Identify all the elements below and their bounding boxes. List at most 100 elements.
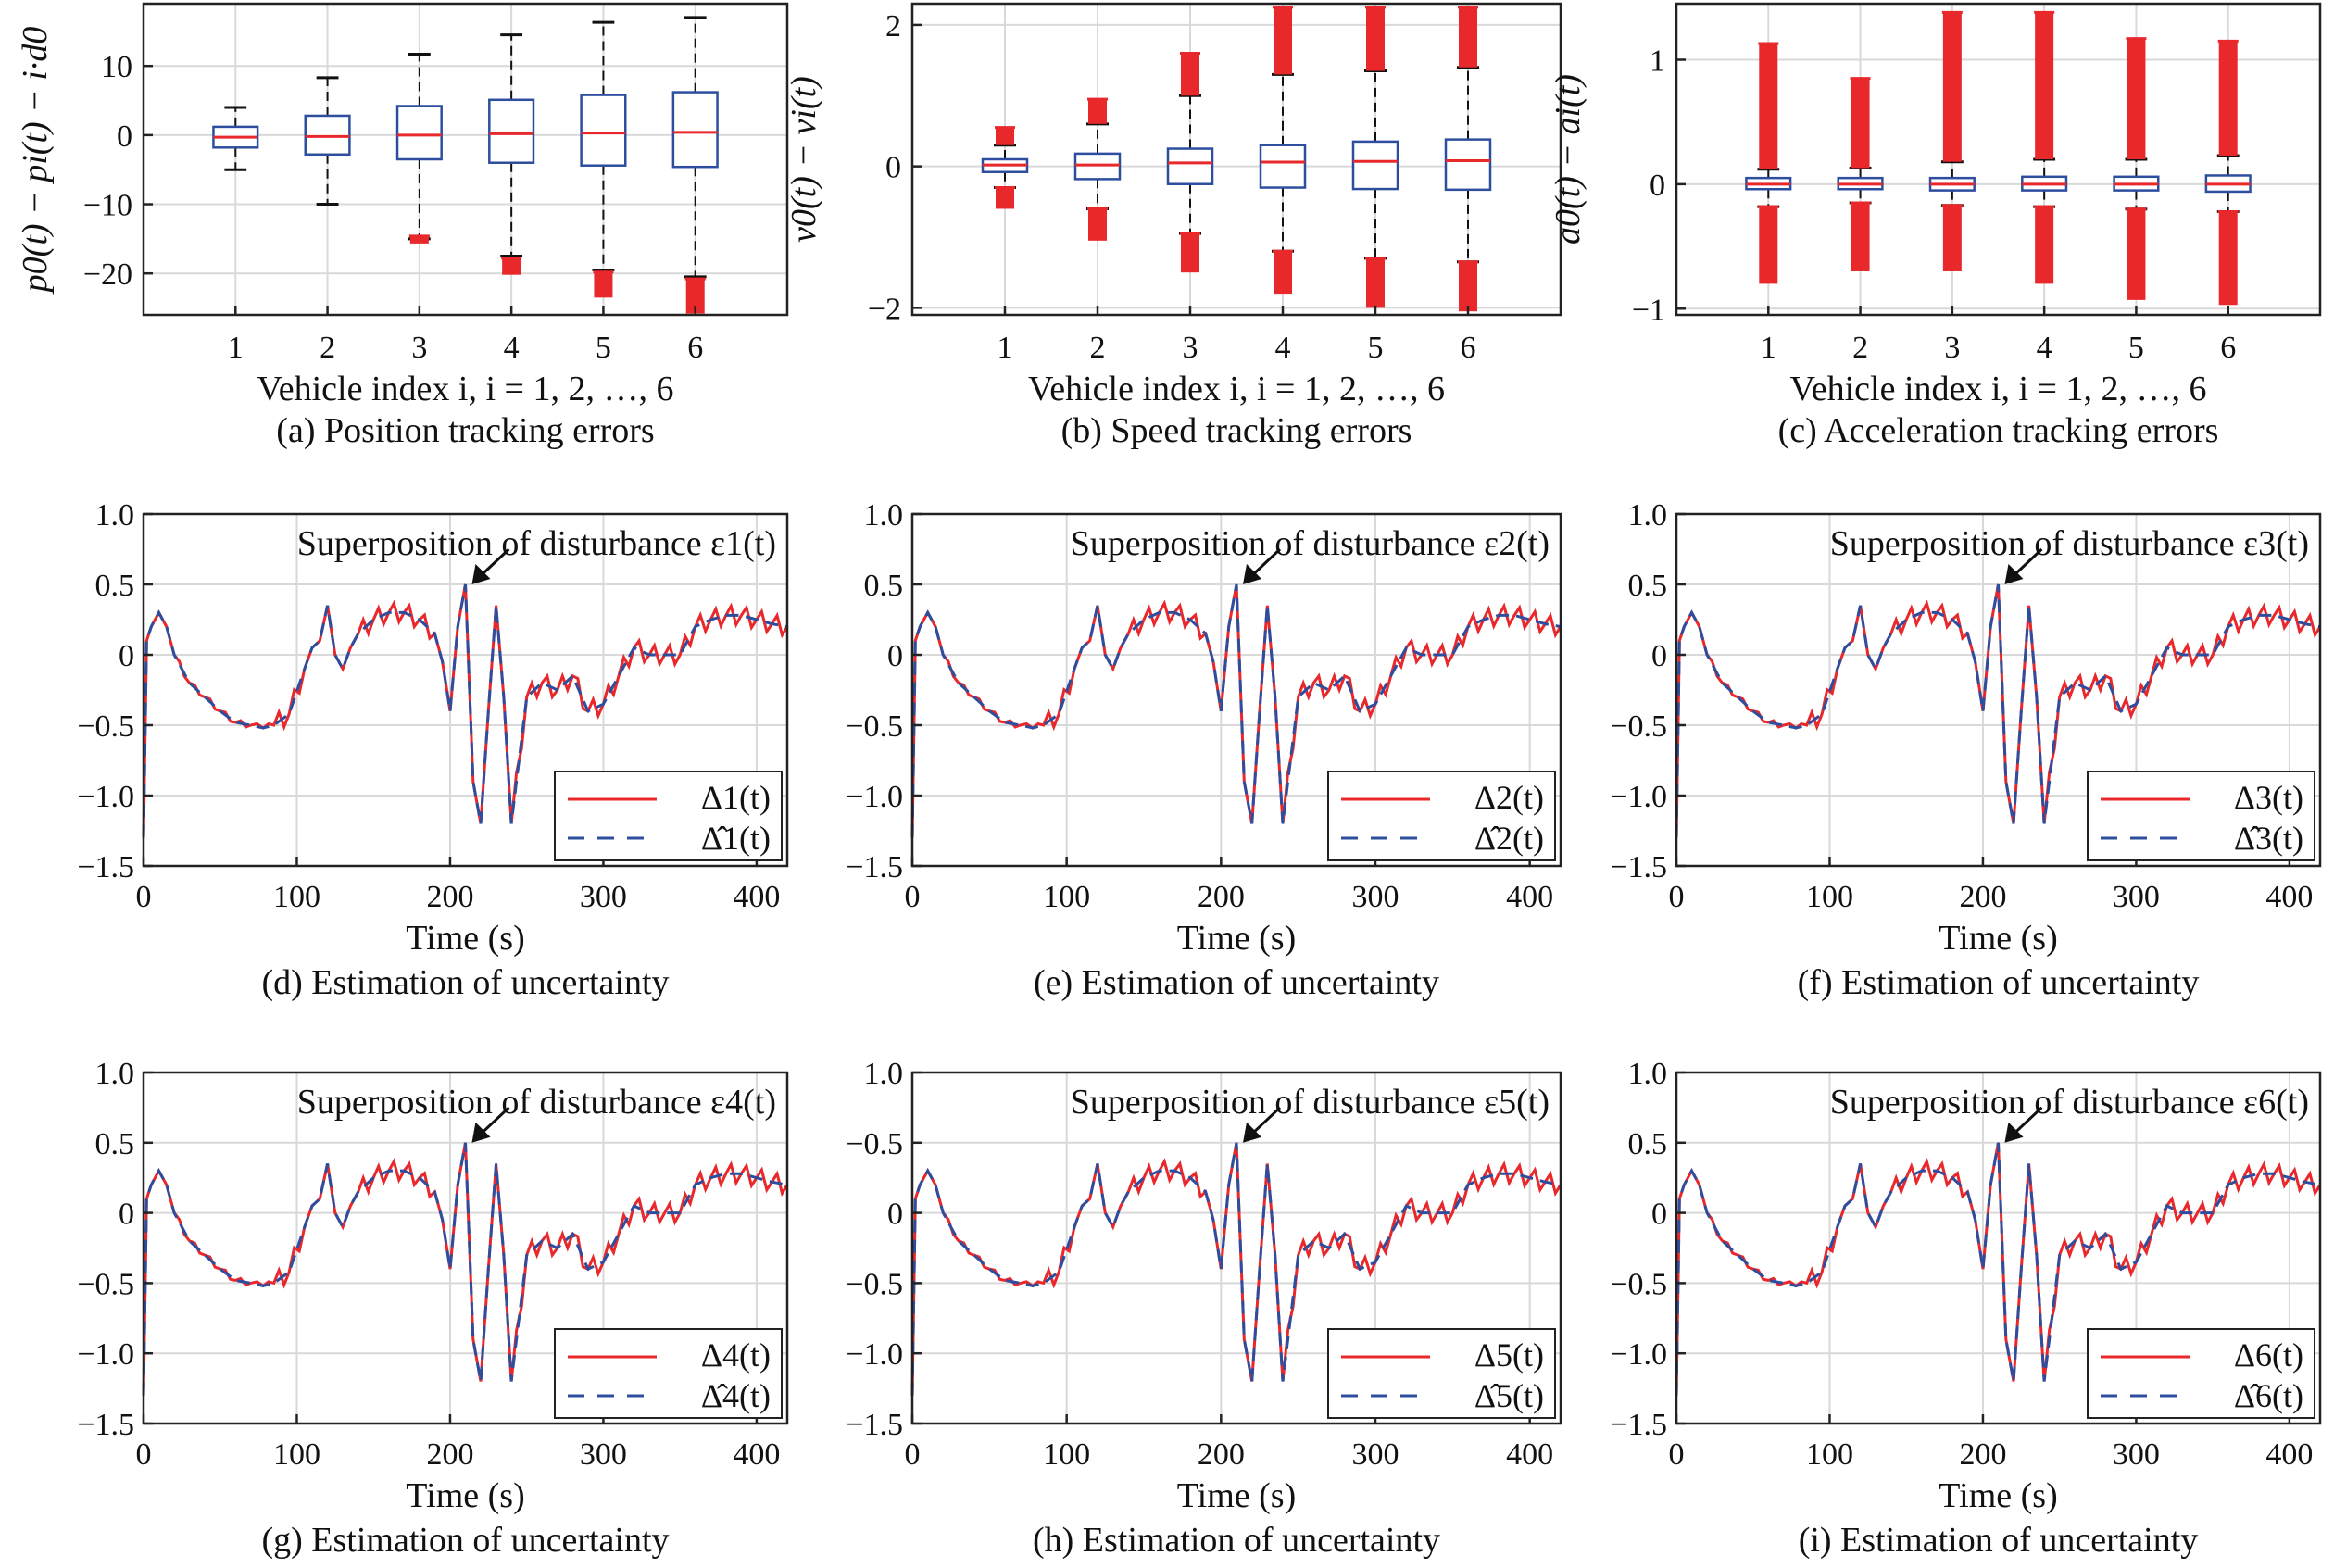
- annotation: Superposition of disturbance ε4(t): [297, 1083, 776, 1122]
- y-tick-label: 0: [887, 639, 903, 673]
- legend-label-estimate: Δ̂6(t): [2234, 1377, 2303, 1414]
- outlier-band: [1088, 99, 1107, 124]
- box: [1073, 152, 1122, 181]
- x-tick-label: 300: [1352, 1437, 1399, 1472]
- x-tick-label: 400: [1506, 1437, 1553, 1472]
- x-tick-label: 5: [1368, 331, 1384, 365]
- x-tick-label: 100: [1043, 1437, 1090, 1472]
- y-tick-label: −0.5: [77, 1267, 134, 1301]
- series-line-estimate: [142, 583, 788, 838]
- box: [1166, 147, 1214, 185]
- y-tick-label: 0.5: [95, 569, 135, 603]
- x-tick-label: 400: [733, 1437, 780, 1472]
- annotation: Superposition of disturbance ε2(t): [1071, 524, 1550, 563]
- x-tick-label: 200: [426, 880, 473, 914]
- x-tick-label: 6: [1461, 331, 1476, 365]
- x-tick-label: 2: [1852, 331, 1868, 365]
- legend-label-actual: Δ6(t): [2234, 1336, 2303, 1374]
- panel-h: −1.5 −1.0 −0.5 0 −0.5 1.0 0 100 200 300 400 Time (s…: [846, 1057, 1562, 1560]
- legend-label-estimate: Δ̂4(t): [701, 1377, 771, 1414]
- x-tick-label: 100: [273, 880, 320, 914]
- x-tick-label: 0: [905, 1437, 921, 1472]
- x-tick-label: 6: [2220, 331, 2236, 365]
- y-tick-label: −1.0: [1610, 1337, 1667, 1372]
- x-tick-label: 4: [1275, 331, 1291, 365]
- x-axis-label: Vehicle index i, i = 1, 2, …, 6: [257, 370, 674, 408]
- y-tick-label: 1.0: [864, 498, 904, 533]
- outlier-band: [1366, 6, 1385, 71]
- x-tick-label: 5: [2128, 331, 2144, 365]
- panel-e: −1.5 −1.0 −0.5 0 0.5 1.0 0 100 200 300 400 Time (s)…: [846, 498, 1562, 1002]
- arrow-head-icon: [471, 1122, 491, 1143]
- y-tick-label: 10: [101, 50, 132, 84]
- x-tick-label: 1: [998, 331, 1013, 365]
- outlier-band: [1459, 261, 1477, 312]
- y-tick-label: −1.5: [846, 1408, 903, 1442]
- x-tick-label: 3: [1183, 331, 1198, 365]
- y-tick-label: −1.0: [77, 780, 134, 814]
- x-tick-label: 300: [1352, 880, 1399, 914]
- annotation: Superposition of disturbance ε5(t): [1071, 1083, 1550, 1122]
- panel-f: −1.5 −1.0 −0.5 0 0.5 1.0 0 100 200 300 400 Time (s)…: [1610, 498, 2322, 1002]
- box: [1444, 138, 1492, 192]
- legend-box: [554, 771, 783, 861]
- x-tick-label: 5: [596, 331, 611, 365]
- legend-label-actual: Δ1(t): [701, 779, 771, 816]
- outlier-band: [502, 257, 521, 275]
- y-tick-label: 2: [885, 9, 901, 44]
- y-tick-label: −1: [1632, 293, 1665, 327]
- y-tick-label: 0: [117, 119, 132, 154]
- y-tick-label: −0.5: [1610, 709, 1667, 744]
- caption: (a) Position tracking errors: [276, 411, 654, 450]
- x-axis-label: Time (s): [1939, 919, 2057, 958]
- series-line-estimate: [910, 583, 1562, 838]
- y-tick-label: −1.0: [1610, 780, 1667, 814]
- x-tick-label: 0: [1669, 880, 1685, 914]
- legend-label-estimate: Δ̂5(t): [1474, 1377, 1544, 1414]
- x-tick-label: 200: [1198, 880, 1245, 914]
- legend-box: [554, 1328, 783, 1419]
- y-tick-label: 0: [885, 151, 901, 185]
- legend-box: [2087, 771, 2315, 861]
- panel-g: −1.5 −1.0 −0.5 0 0.5 1.0 0 100 200 300 400 Time (s)…: [77, 1057, 789, 1560]
- x-tick-label: 0: [1669, 1437, 1685, 1472]
- outlier-band: [2035, 207, 2054, 284]
- y-tick-label: −1.0: [77, 1337, 134, 1372]
- arrow-head-icon: [1243, 1122, 1261, 1143]
- outlier-band: [1181, 233, 1199, 273]
- x-tick-label: 3: [1944, 331, 1960, 365]
- caption: (f) Estimation of uncertainty: [1798, 963, 2200, 1002]
- panel-a: −20 −10 0 10 1 2 3 4 5 6 p0(t) − pi(t) − i·d0 Vehic…: [16, 2, 789, 450]
- x-tick-label: 400: [2265, 1437, 2313, 1472]
- outlier-band: [409, 235, 429, 244]
- outlier-band: [1759, 207, 1778, 284]
- legend-label-estimate: Δ̂3(t): [2234, 820, 2303, 857]
- panel-b: −2 0 2 1 2 3 4 5 6 v0(t) − vi(t) Vehicle index i, …: [784, 2, 1562, 450]
- annotation: Superposition of disturbance ε3(t): [1830, 524, 2309, 563]
- x-tick-label: 3: [411, 331, 427, 365]
- box: [488, 98, 535, 164]
- y-tick-label: 0: [119, 1198, 134, 1232]
- outlier-band: [1759, 44, 1778, 169]
- panel-i: −1.5 −1.0 −0.5 0 0.5 1.0 0 100 200 300 400 Time (s)…: [1610, 1057, 2322, 1560]
- y-tick-label: 0: [1650, 169, 1665, 203]
- y-tick-label: −1.5: [77, 1408, 134, 1442]
- x-tick-label: 100: [1806, 880, 1853, 914]
- y-tick-label: 1.0: [1628, 1057, 1668, 1091]
- axes-frame: [1675, 512, 2322, 868]
- x-tick-label: 200: [1959, 1437, 2006, 1472]
- series-line-actual: [142, 1142, 789, 1396]
- legend-label-actual: Δ4(t): [701, 1336, 771, 1374]
- y-tick-label: −0.5: [846, 1127, 903, 1161]
- y-tick-label: −0.5: [1610, 1267, 1667, 1301]
- axes-frame: [142, 1071, 789, 1425]
- axes-frame: [142, 2, 789, 317]
- y-tick-label: 1: [1650, 44, 1665, 78]
- series-line-actual: [1675, 1142, 2322, 1396]
- annotation: Superposition of disturbance ε1(t): [297, 524, 776, 563]
- legend-label-estimate: Δ̂2(t): [1474, 820, 1544, 857]
- box: [580, 94, 627, 167]
- outlier-band: [594, 271, 613, 298]
- box: [671, 91, 719, 169]
- outlier-band: [2127, 38, 2146, 159]
